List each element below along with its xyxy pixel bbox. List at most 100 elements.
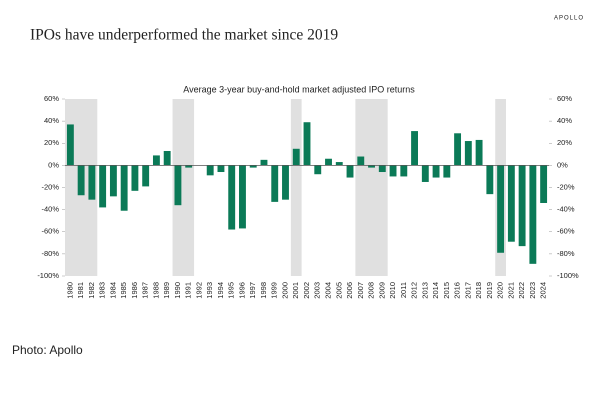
x-tick-label: 1991 xyxy=(184,282,193,299)
x-tick-label: 1992 xyxy=(194,282,203,299)
y2-tick-label: -100% xyxy=(557,271,579,280)
bar xyxy=(152,155,160,166)
bar xyxy=(432,165,440,178)
bar xyxy=(271,165,279,202)
x-tick-label: 1986 xyxy=(130,282,139,299)
y2-tick-label: 20% xyxy=(557,138,572,147)
bar xyxy=(389,165,397,177)
y2-tick-label: -60% xyxy=(557,227,575,236)
y-tick-label: 40% xyxy=(44,116,59,125)
bar xyxy=(507,165,515,242)
bar xyxy=(411,131,418,166)
x-tick-label: 1999 xyxy=(270,282,279,299)
x-tick-label: 2022 xyxy=(517,282,526,299)
x-tick-label: 2005 xyxy=(334,282,343,299)
y-tick-label: -100% xyxy=(37,271,59,280)
bar xyxy=(292,148,300,166)
y2-tick-label: 0% xyxy=(557,160,568,169)
y-tick-label: -60% xyxy=(41,227,59,236)
y2-tick-label: -20% xyxy=(557,182,575,191)
caption: Photo: Apollo xyxy=(12,343,83,357)
bar xyxy=(303,122,311,166)
x-tick-label: 1980 xyxy=(65,282,74,299)
x-tick-label: 2024 xyxy=(539,282,548,299)
bar xyxy=(368,165,375,168)
bar xyxy=(335,162,343,166)
bar xyxy=(174,165,182,206)
bar xyxy=(66,124,74,166)
bar xyxy=(497,165,505,253)
x-tick-label: 1989 xyxy=(162,282,171,299)
x-tick-label: 2016 xyxy=(453,282,462,299)
x-tick-label: 2009 xyxy=(377,282,386,299)
bar xyxy=(454,133,462,166)
x-tick-label: 1997 xyxy=(248,282,257,299)
shaded-period xyxy=(290,99,302,276)
x-tick-label: 2018 xyxy=(474,282,483,299)
bar xyxy=(540,165,548,203)
x-tick-label: 1998 xyxy=(259,282,268,299)
bar xyxy=(163,150,171,166)
x-tick-label: 1984 xyxy=(108,282,117,299)
y2-tick-label: 40% xyxy=(557,116,572,125)
x-tick-label: 1990 xyxy=(173,282,182,299)
bar xyxy=(443,165,451,178)
x-tick-label: 1982 xyxy=(87,282,96,299)
bar xyxy=(357,156,365,166)
y2-tick-label: -80% xyxy=(557,249,575,258)
x-tick-label: 2017 xyxy=(463,282,472,299)
x-tick-label: 2008 xyxy=(367,282,376,299)
bar xyxy=(99,165,107,208)
x-tick-label: 2015 xyxy=(442,282,451,299)
x-tick-label: 1981 xyxy=(76,282,85,299)
x-tick-label: 1995 xyxy=(227,282,236,299)
shaded-period xyxy=(355,99,388,276)
x-tick-label: 1996 xyxy=(237,282,246,299)
x-tick-label: 2014 xyxy=(431,282,440,299)
y-tick-label: 0% xyxy=(48,160,59,169)
x-tick-label: 2013 xyxy=(420,282,429,299)
x-tick-label: 2003 xyxy=(313,282,322,299)
y-tick-label: -40% xyxy=(41,205,59,214)
bar xyxy=(217,165,225,173)
x-tick-label: 2020 xyxy=(496,282,505,299)
y-tick-label: -20% xyxy=(41,182,59,191)
y2-tick-label: -40% xyxy=(557,205,575,214)
bar xyxy=(378,165,386,173)
bar xyxy=(282,165,289,200)
bar xyxy=(185,165,193,168)
bar xyxy=(518,165,526,247)
x-tick-label: 2006 xyxy=(345,282,354,299)
x-tick-label: 2004 xyxy=(323,282,332,299)
bar xyxy=(88,165,96,200)
y-tick-label: 60% xyxy=(44,94,59,103)
x-tick-label: 2001 xyxy=(291,282,300,299)
bar xyxy=(206,165,214,176)
bar xyxy=(400,165,408,177)
x-tick-label: 1985 xyxy=(119,282,128,299)
bar xyxy=(325,158,332,166)
bar xyxy=(346,165,354,178)
brand: APOLLO xyxy=(554,16,584,22)
x-tick-label: 2000 xyxy=(280,282,289,299)
bar xyxy=(421,165,429,182)
x-tick-label: 1988 xyxy=(151,282,160,299)
chart-subtitle: Average 3-year buy-and-hold market adjus… xyxy=(183,84,415,94)
bar xyxy=(77,165,85,196)
bar xyxy=(109,165,117,197)
shaded-period xyxy=(172,99,195,276)
bar xyxy=(249,165,257,168)
x-tick-label: 2019 xyxy=(485,282,494,299)
bar xyxy=(529,165,537,264)
x-tick-label: 2023 xyxy=(528,282,537,299)
bar xyxy=(260,159,268,166)
y-tick-label: 20% xyxy=(44,138,59,147)
bar xyxy=(239,165,246,229)
x-tick-label: 1993 xyxy=(205,282,214,299)
bar xyxy=(228,165,236,230)
bar xyxy=(142,165,150,187)
x-tick-label: 2012 xyxy=(410,282,419,299)
bar xyxy=(475,139,483,166)
x-tick-label: 2007 xyxy=(356,282,365,299)
